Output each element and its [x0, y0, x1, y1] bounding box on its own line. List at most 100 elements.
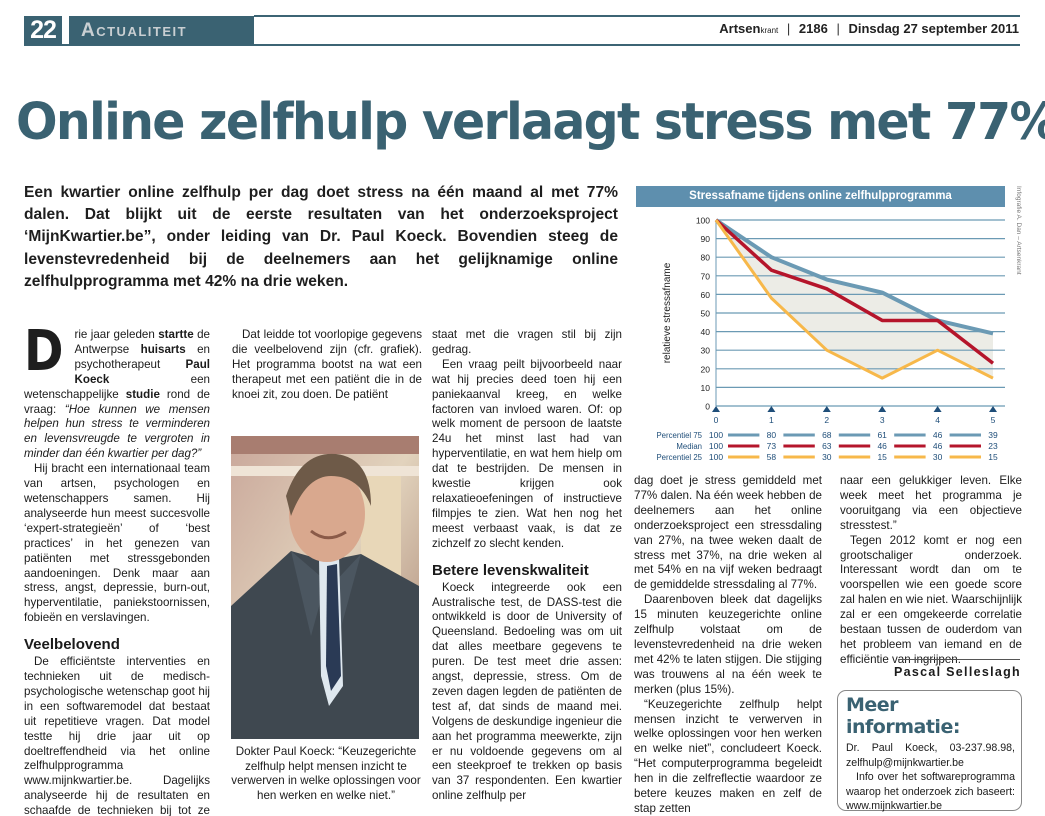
y-tick-label: 20: [701, 364, 711, 374]
legend-label: Percentiel 75: [656, 431, 702, 440]
column-5: naar een gelukkiger leven. Elke week mee…: [840, 474, 1022, 668]
portrait-photo: [231, 436, 419, 739]
data-value: 46: [933, 441, 943, 451]
text: een wetenschappelijke: [24, 372, 210, 401]
y-tick-label: 40: [701, 327, 711, 337]
subheading-veelbelovend: Veelbelovend: [24, 636, 120, 654]
y-tick-label: 80: [701, 253, 711, 263]
y-tick-label: 0: [705, 402, 710, 412]
data-value: 23: [988, 441, 998, 451]
body-paragraph: De efficiëntste interventies en techniek…: [24, 655, 210, 816]
x-tick-label: 0: [714, 415, 719, 425]
x-tick-marker: [878, 406, 887, 412]
data-value: 46: [877, 441, 887, 451]
x-tick-label: 4: [935, 415, 940, 425]
separator: |: [836, 21, 840, 36]
data-value: 80: [767, 430, 777, 440]
interquartile-band: [716, 220, 993, 379]
data-value: 100: [709, 452, 723, 462]
website-info: Info over het softwareprogramma waarop h…: [846, 771, 1015, 813]
chart-title: Stressafname tijdens online zelfhulpprog…: [636, 186, 1005, 207]
data-value: 39: [988, 430, 998, 440]
lead-paragraph: Een kwartier online zelfhulp per dag doe…: [24, 184, 618, 290]
column-3: staat met die vragen stil bij zijn gedra…: [432, 328, 622, 804]
body-paragraph: Koeck integreerde ook een Australische t…: [432, 580, 622, 803]
data-value: 100: [709, 430, 723, 440]
body-paragraph: staat met die vragen stil bij zijn gedra…: [432, 328, 622, 356]
legend-label: Percentiel 25: [656, 453, 702, 462]
y-tick-label: 10: [701, 383, 711, 393]
y-axis-label: relatieve stressafname: [662, 262, 673, 363]
text: studie: [125, 387, 160, 401]
series-line-1: [714, 218, 995, 365]
drop-cap: D: [24, 319, 64, 384]
column-4: dag doet je stress gemiddeld met 77% dal…: [634, 474, 822, 816]
y-tick-label: 50: [701, 309, 711, 319]
series-line-2: [714, 219, 994, 380]
photo-caption: Dokter Paul Koeck: “Keuzegerichte zelfhu…: [231, 745, 421, 802]
issue-date: Dinsdag 27 september 2011: [848, 21, 1019, 36]
separator: |: [786, 21, 791, 36]
contact-info: Dr. Paul Koeck, 03-237.98.98, zelfhulp@m…: [846, 742, 1015, 769]
data-value: 30: [933, 452, 943, 462]
x-tick-label: 5: [991, 415, 996, 425]
x-tick-marker: [712, 406, 720, 412]
x-tick-label: 1: [769, 415, 774, 425]
series-line-0: [714, 218, 994, 336]
x-tick-marker: [822, 406, 831, 412]
y-tick-label: 100: [696, 216, 710, 226]
y-tick-label: 70: [701, 271, 711, 281]
data-value: 46: [933, 430, 943, 440]
text: en psychotherapeut: [74, 342, 210, 371]
research-question-quote: “Hoe kunnen we mensen helpen hun stress …: [24, 402, 210, 461]
body-paragraph: Een vraag peilt bijvoorbeeld naar wat hi…: [432, 357, 622, 550]
x-tick-marker: [933, 406, 942, 412]
portrait-image: [231, 436, 419, 739]
data-value: 63: [822, 441, 832, 451]
body-paragraph: Tegen 2012 komt er nog een grootschalige…: [840, 533, 1022, 666]
data-value: 100: [709, 441, 723, 451]
stress-chart: 0 10 20 30 40 50 60 70 80 90 100 relatieve stressaf…: [636, 186, 1005, 466]
y-tick-label: 60: [701, 290, 711, 300]
data-value: 15: [988, 452, 998, 462]
text: de Antwerpse: [74, 328, 210, 356]
data-value: 61: [877, 430, 887, 440]
body-paragraph: Daarenboven bleek dat dagelijks 15 minut…: [634, 593, 822, 696]
text: rie jaar geleden: [74, 328, 159, 341]
section-label: Actualiteit: [69, 16, 254, 45]
subheading-betere-levenskwaliteit: Betere levenskwaliteit: [432, 561, 589, 579]
y-tick-label: 30: [701, 346, 711, 356]
masthead: Artsenkrant | 2186 | Dinsdag 27 septembe…: [719, 21, 1019, 36]
body-paragraph: naar een gelukkiger leven. Elke week mee…: [840, 474, 1022, 532]
more-info-title: Meer informatie:: [846, 694, 960, 738]
data-value: 30: [822, 452, 832, 462]
text: rond de vraag:: [24, 387, 211, 416]
header-rule-bottom: [24, 44, 1020, 46]
body-paragraph: “Keuzegerichte zelfhulp helpt mensen inz…: [634, 697, 822, 815]
issue-number: 2186: [798, 21, 828, 36]
body-paragraph: dag doet je stress gemiddeld met 77% dal…: [634, 474, 822, 592]
x-tick-label: 2: [824, 415, 829, 425]
data-value: 58: [767, 452, 777, 462]
publication-brand-small: krant: [760, 26, 779, 35]
x-tick-marker: [767, 406, 776, 412]
x-tick-label: 3: [880, 415, 885, 425]
byline-rule: [898, 659, 1020, 660]
page-number: 22: [24, 16, 62, 45]
x-tick-marker: [989, 406, 997, 412]
header-rule-top: [254, 15, 1020, 17]
author-byline: Pascal Selleslagh: [893, 665, 1021, 679]
data-value: 68: [822, 430, 832, 440]
legend-label: Median: [676, 442, 702, 451]
more-info-box: Meer informatie: Dr. Paul Koeck, 03-237.…: [837, 690, 1022, 813]
text: startte: [158, 328, 194, 341]
publication-brand: Artsen: [719, 21, 761, 36]
data-value: 15: [877, 452, 887, 462]
text: Paul Koeck: [74, 357, 210, 386]
column-2: Dat leidde tot voorlopige gegevens die v…: [232, 328, 422, 403]
data-value: 73: [767, 441, 777, 451]
body-paragraph: Hij bracht een internationaal team van a…: [24, 462, 210, 625]
